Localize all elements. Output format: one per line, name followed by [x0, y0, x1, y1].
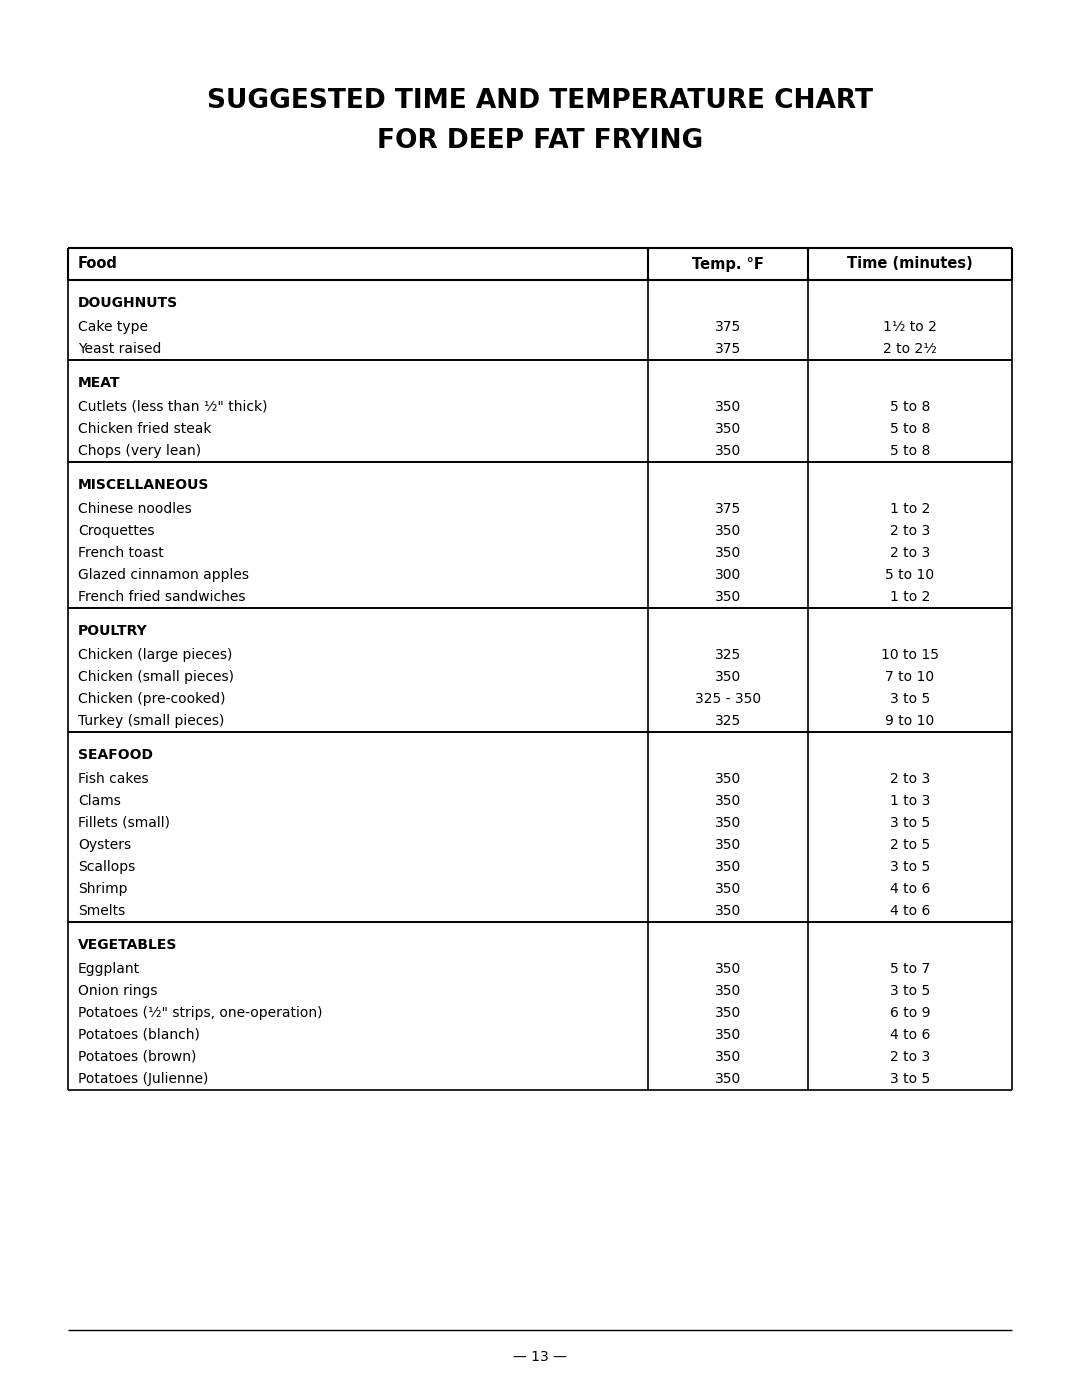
Text: MEAT: MEAT: [78, 376, 121, 390]
Text: Time (minutes): Time (minutes): [847, 257, 973, 271]
Text: 1¹⁄₂ to 2: 1¹⁄₂ to 2: [883, 320, 937, 334]
Text: 3 to 5: 3 to 5: [890, 983, 930, 997]
Text: Chops (very lean): Chops (very lean): [78, 444, 201, 458]
Text: Croquettes: Croquettes: [78, 524, 154, 538]
Text: 5 to 8: 5 to 8: [890, 400, 930, 414]
Text: 3 to 5: 3 to 5: [890, 861, 930, 875]
Text: Cake type: Cake type: [78, 320, 148, 334]
Text: 4 to 6: 4 to 6: [890, 1028, 930, 1042]
Text: POULTRY: POULTRY: [78, 624, 148, 638]
Text: Cutlets (less than ¹⁄₂" thick): Cutlets (less than ¹⁄₂" thick): [78, 400, 268, 414]
Text: 5 to 7: 5 to 7: [890, 963, 930, 977]
Text: 10 to 15: 10 to 15: [881, 648, 939, 662]
Text: 2 to 3: 2 to 3: [890, 546, 930, 560]
Text: Food: Food: [78, 257, 118, 271]
Text: Chicken (small pieces): Chicken (small pieces): [78, 671, 234, 685]
Text: Shrimp: Shrimp: [78, 882, 127, 895]
Text: 325: 325: [715, 714, 741, 728]
Text: 350: 350: [715, 590, 741, 604]
Text: 2 to 2¹⁄₂: 2 to 2¹⁄₂: [883, 342, 936, 356]
Text: 3 to 5: 3 to 5: [890, 692, 930, 705]
Text: Eggplant: Eggplant: [78, 963, 140, 977]
Text: Scallops: Scallops: [78, 861, 135, 875]
Text: 350: 350: [715, 546, 741, 560]
Text: 1 to 2: 1 to 2: [890, 590, 930, 604]
Text: 2 to 5: 2 to 5: [890, 838, 930, 852]
Text: 300: 300: [715, 569, 741, 583]
Text: 9 to 10: 9 to 10: [886, 714, 934, 728]
Text: 2 to 3: 2 to 3: [890, 1051, 930, 1065]
Text: 350: 350: [715, 963, 741, 977]
Text: 350: 350: [715, 882, 741, 895]
Text: 350: 350: [715, 524, 741, 538]
Text: MISCELLANEOUS: MISCELLANEOUS: [78, 478, 210, 492]
Text: 350: 350: [715, 816, 741, 830]
Text: 1 to 2: 1 to 2: [890, 502, 930, 515]
Text: 1 to 3: 1 to 3: [890, 793, 930, 807]
Text: 350: 350: [715, 838, 741, 852]
Text: 350: 350: [715, 793, 741, 807]
Text: Potatoes (Julienne): Potatoes (Julienne): [78, 1071, 208, 1085]
Text: Oysters: Oysters: [78, 838, 131, 852]
Text: 350: 350: [715, 1006, 741, 1020]
Text: Glazed cinnamon apples: Glazed cinnamon apples: [78, 569, 249, 583]
Text: VEGETABLES: VEGETABLES: [78, 937, 177, 951]
Text: 375: 375: [715, 342, 741, 356]
Text: Yeast raised: Yeast raised: [78, 342, 161, 356]
Text: Chinese noodles: Chinese noodles: [78, 502, 192, 515]
Text: 350: 350: [715, 444, 741, 458]
Text: 350: 350: [715, 1028, 741, 1042]
Text: Fillets (small): Fillets (small): [78, 816, 170, 830]
Text: Smelts: Smelts: [78, 904, 125, 918]
Text: Fish cakes: Fish cakes: [78, 773, 149, 787]
Text: 350: 350: [715, 400, 741, 414]
Text: 350: 350: [715, 861, 741, 875]
Text: 3 to 5: 3 to 5: [890, 1071, 930, 1085]
Text: SUGGESTED TIME AND TEMPERATURE CHART: SUGGESTED TIME AND TEMPERATURE CHART: [207, 88, 873, 115]
Text: Turkey (small pieces): Turkey (small pieces): [78, 714, 225, 728]
Text: French toast: French toast: [78, 546, 164, 560]
Text: 6 to 9: 6 to 9: [890, 1006, 930, 1020]
Text: — 13 —: — 13 —: [513, 1350, 567, 1363]
Text: Chicken fried steak: Chicken fried steak: [78, 422, 212, 436]
Text: Temp. °F: Temp. °F: [692, 257, 764, 271]
Text: 350: 350: [715, 773, 741, 787]
Text: 4 to 6: 4 to 6: [890, 904, 930, 918]
Text: 5 to 8: 5 to 8: [890, 444, 930, 458]
Text: 375: 375: [715, 320, 741, 334]
Text: SEAFOOD: SEAFOOD: [78, 747, 153, 761]
Text: 350: 350: [715, 1071, 741, 1085]
Text: Potatoes (brown): Potatoes (brown): [78, 1051, 197, 1065]
Text: Potatoes (¹⁄₂" strips, one-operation): Potatoes (¹⁄₂" strips, one-operation): [78, 1006, 323, 1020]
Text: 5 to 8: 5 to 8: [890, 422, 930, 436]
Text: 350: 350: [715, 904, 741, 918]
Text: FOR DEEP FAT FRYING: FOR DEEP FAT FRYING: [377, 129, 703, 154]
Text: 2 to 3: 2 to 3: [890, 524, 930, 538]
Text: 350: 350: [715, 422, 741, 436]
Text: DOUGHNUTS: DOUGHNUTS: [78, 296, 178, 310]
Text: 350: 350: [715, 1051, 741, 1065]
Text: Clams: Clams: [78, 793, 121, 807]
Text: Potatoes (blanch): Potatoes (blanch): [78, 1028, 200, 1042]
Text: 4 to 6: 4 to 6: [890, 882, 930, 895]
Text: 350: 350: [715, 983, 741, 997]
Text: 375: 375: [715, 502, 741, 515]
Text: 5 to 10: 5 to 10: [886, 569, 934, 583]
Text: Chicken (pre-cooked): Chicken (pre-cooked): [78, 692, 226, 705]
Text: Chicken (large pieces): Chicken (large pieces): [78, 648, 232, 662]
Text: 350: 350: [715, 671, 741, 685]
Text: French fried sandwiches: French fried sandwiches: [78, 590, 245, 604]
Text: 2 to 3: 2 to 3: [890, 773, 930, 787]
Text: Onion rings: Onion rings: [78, 983, 158, 997]
Text: 325 - 350: 325 - 350: [694, 692, 761, 705]
Text: 3 to 5: 3 to 5: [890, 816, 930, 830]
Text: 7 to 10: 7 to 10: [886, 671, 934, 685]
Text: 325: 325: [715, 648, 741, 662]
